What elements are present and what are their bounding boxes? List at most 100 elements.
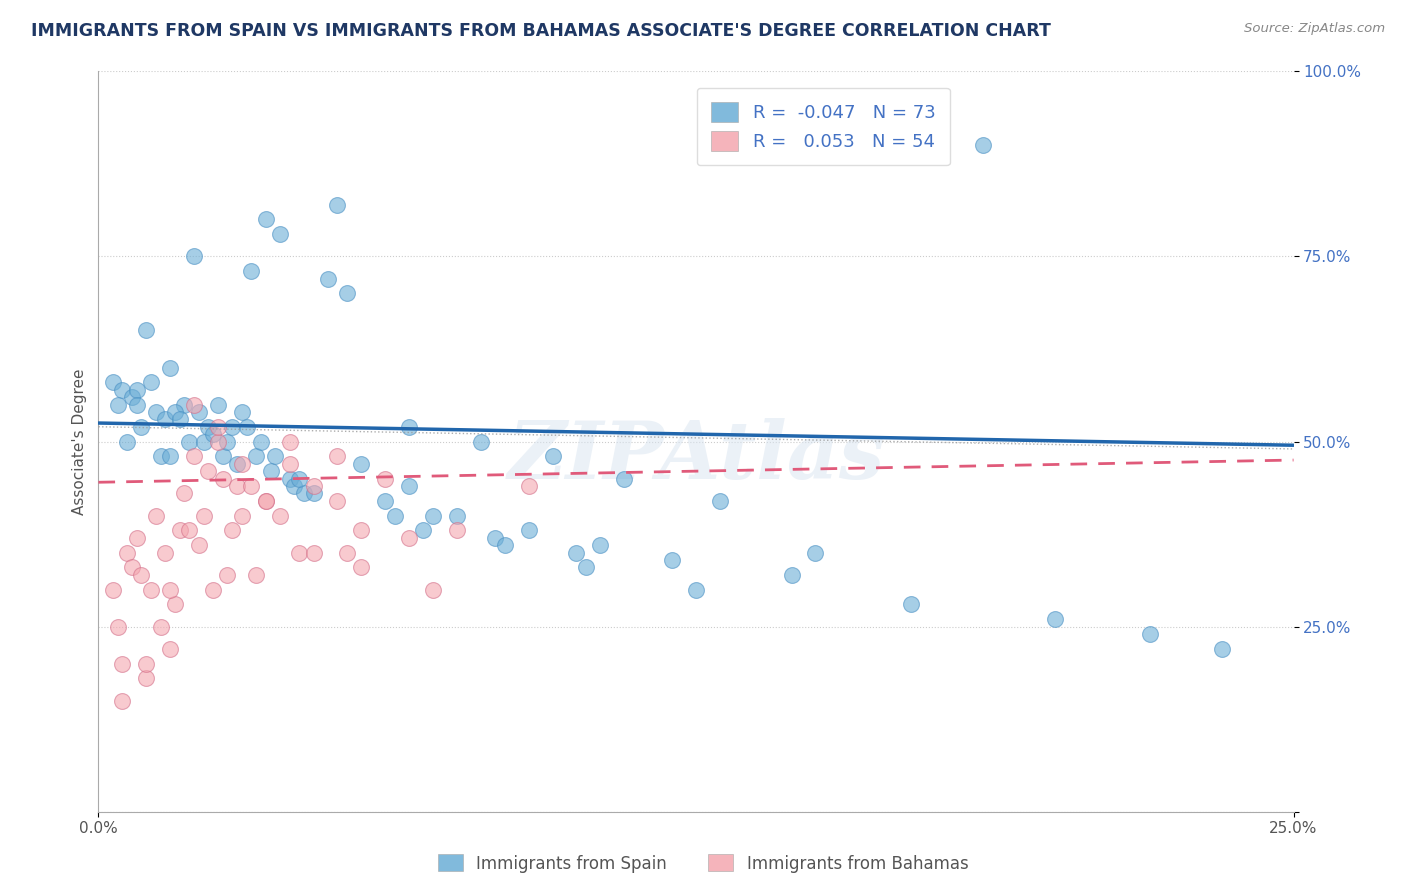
Point	[374, 472, 396, 486]
Point	[131, 419, 153, 434]
Point	[288, 472, 311, 486]
Point	[101, 376, 124, 390]
Point	[398, 479, 420, 493]
Point	[240, 264, 263, 278]
Point	[183, 450, 205, 464]
Point	[111, 694, 134, 708]
Point	[135, 657, 157, 671]
Legend: R =  -0.047   N = 73, R =   0.053   N = 54: R = -0.047 N = 73, R = 0.053 N = 54	[697, 87, 950, 166]
Point	[187, 405, 209, 419]
Point	[155, 546, 177, 560]
Point	[159, 360, 181, 375]
Legend: Immigrants from Spain, Immigrants from Bahamas: Immigrants from Spain, Immigrants from B…	[430, 847, 976, 880]
Point	[292, 486, 315, 500]
Point	[207, 434, 229, 449]
Point	[384, 508, 406, 523]
Point	[149, 450, 172, 464]
Point	[193, 434, 215, 449]
Point	[131, 567, 153, 582]
Point	[517, 479, 540, 493]
Point	[107, 398, 129, 412]
Point	[283, 479, 305, 493]
Point	[169, 412, 191, 426]
Point	[250, 434, 273, 449]
Point	[115, 546, 138, 560]
Point	[336, 546, 359, 560]
Point	[350, 524, 373, 538]
Point	[422, 582, 444, 597]
Point	[398, 531, 420, 545]
Point	[240, 479, 263, 493]
Point	[125, 531, 148, 545]
Point	[135, 672, 157, 686]
Point	[159, 582, 181, 597]
Point	[187, 538, 209, 552]
Point	[278, 472, 301, 486]
Point	[900, 598, 922, 612]
Point	[326, 197, 349, 211]
Point	[207, 398, 229, 412]
Point	[1043, 612, 1066, 626]
Point	[541, 450, 564, 464]
Point	[326, 450, 349, 464]
Point	[316, 271, 339, 285]
Point	[231, 457, 253, 471]
Point	[107, 619, 129, 633]
Point	[446, 524, 468, 538]
Y-axis label: Associate's Degree: Associate's Degree	[72, 368, 87, 515]
Point	[145, 405, 167, 419]
Point	[101, 582, 124, 597]
Point	[302, 486, 325, 500]
Point	[145, 508, 167, 523]
Point	[125, 398, 148, 412]
Point	[221, 524, 243, 538]
Point	[202, 427, 225, 442]
Point	[135, 324, 157, 338]
Point	[494, 538, 516, 552]
Point	[278, 434, 301, 449]
Point	[173, 486, 195, 500]
Point	[226, 457, 249, 471]
Point	[173, 398, 195, 412]
Point	[163, 598, 186, 612]
Point	[169, 524, 191, 538]
Point	[589, 538, 612, 552]
Point	[470, 434, 492, 449]
Point	[264, 450, 287, 464]
Point	[159, 641, 181, 656]
Point	[350, 560, 373, 574]
Point	[336, 286, 359, 301]
Point	[183, 398, 205, 412]
Point	[231, 508, 253, 523]
Point	[155, 412, 177, 426]
Point	[121, 390, 143, 404]
Point	[278, 457, 301, 471]
Point	[780, 567, 803, 582]
Point	[804, 546, 827, 560]
Point	[302, 479, 325, 493]
Point	[661, 553, 683, 567]
Point	[517, 524, 540, 538]
Point	[972, 138, 994, 153]
Point	[484, 531, 506, 545]
Point	[197, 419, 219, 434]
Point	[235, 419, 257, 434]
Point	[111, 657, 134, 671]
Point	[125, 383, 148, 397]
Point	[1211, 641, 1233, 656]
Point	[350, 457, 373, 471]
Point	[575, 560, 598, 574]
Point	[565, 546, 588, 560]
Point	[685, 582, 707, 597]
Point	[326, 493, 349, 508]
Point	[183, 250, 205, 264]
Point	[398, 419, 420, 434]
Point	[288, 546, 311, 560]
Point	[412, 524, 434, 538]
Point	[149, 619, 172, 633]
Point	[226, 479, 249, 493]
Text: Source: ZipAtlas.com: Source: ZipAtlas.com	[1244, 22, 1385, 36]
Point	[254, 212, 277, 227]
Text: ZIPAtlas: ZIPAtlas	[508, 417, 884, 495]
Point	[422, 508, 444, 523]
